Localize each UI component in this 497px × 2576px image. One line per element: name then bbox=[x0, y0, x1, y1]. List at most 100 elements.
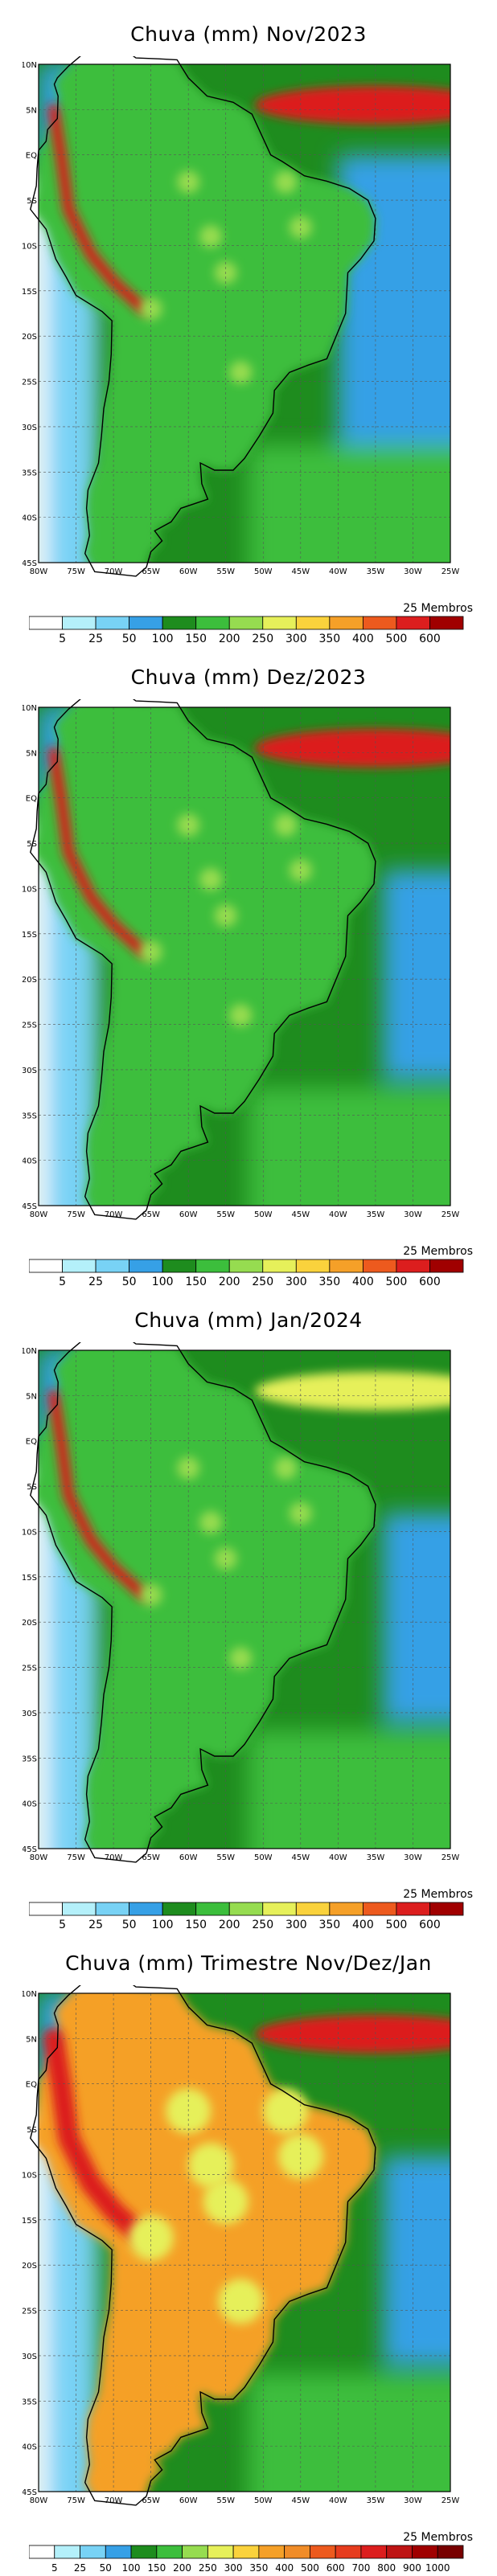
wet-spot bbox=[263, 2088, 309, 2134]
colorbar-label: 250 bbox=[252, 1276, 273, 1288]
andes-rain bbox=[47, 1390, 150, 1601]
lon-tick-label: 55W bbox=[216, 1210, 235, 1219]
map-title: Chuva (mm) Trimestre Nov/Dez/Jan bbox=[65, 1951, 432, 1975]
lon-tick-label: 25W bbox=[442, 1210, 460, 1219]
colorbar-swatch bbox=[295, 1259, 331, 1273]
lon-tick-label: 45W bbox=[292, 2496, 310, 2505]
colorbar-label: 150 bbox=[185, 1919, 207, 1931]
colorbar-label: 200 bbox=[219, 1919, 240, 1931]
colorbar-swatch bbox=[105, 2545, 132, 2559]
wet-spot bbox=[139, 297, 162, 321]
lon-tick-label: 25W bbox=[442, 2496, 460, 2505]
lon-tick-label: 50W bbox=[254, 1853, 273, 1862]
lat-tick-label: 5S bbox=[27, 1483, 37, 1492]
lon-tick-label: 35W bbox=[367, 1210, 385, 1219]
colorbar-label: 150 bbox=[185, 1276, 207, 1288]
lon-tick-label: 30W bbox=[404, 567, 422, 576]
map-frame bbox=[38, 1349, 451, 1849]
lat-tick-label: 10S bbox=[23, 242, 37, 251]
colorbar-label: 25 bbox=[88, 1919, 103, 1931]
lat-tick-label: 20S bbox=[23, 976, 37, 985]
lat-tick-label: EQ bbox=[26, 152, 37, 161]
lon-tick-label: 65W bbox=[142, 567, 160, 576]
lon-tick-label: 55W bbox=[216, 1853, 235, 1862]
colorbar-swatch bbox=[386, 2545, 413, 2559]
colorbar-label: 600 bbox=[327, 2562, 345, 2574]
itcz-band bbox=[254, 1371, 450, 1411]
colorbar-label: 300 bbox=[224, 2562, 243, 2574]
rain-field bbox=[39, 64, 450, 563]
lat-tick-label: 35S bbox=[23, 1755, 37, 1763]
colorbar-swatch bbox=[335, 2545, 362, 2559]
colorbar-swatch bbox=[396, 1902, 430, 1916]
colorbar-swatch bbox=[162, 1259, 197, 1273]
wet-spot bbox=[128, 2215, 174, 2261]
coastline bbox=[30, 1342, 376, 1863]
colorbar-swatch bbox=[362, 1259, 397, 1273]
colorbar-swatch bbox=[29, 616, 63, 630]
lat-tick-label: 10S bbox=[23, 1528, 37, 1537]
lat-tick-label: 15S bbox=[23, 2217, 37, 2226]
lon-tick-label: 55W bbox=[216, 2496, 235, 2505]
colorbar-swatch bbox=[310, 2545, 336, 2559]
colorbar-swatch bbox=[95, 616, 130, 630]
colorbar: 5 25 50 100 150 200 250 300 350 400 500 600 bbox=[29, 1902, 464, 1931]
lon-tick-label: 30W bbox=[404, 1853, 422, 1862]
lat-tick-label: 25S bbox=[23, 1665, 37, 1673]
colorbar-label: 350 bbox=[249, 2562, 268, 2574]
members-label: 25 Membros bbox=[403, 2531, 473, 2544]
wet-spot bbox=[139, 940, 162, 964]
colorbar-swatch bbox=[396, 616, 430, 630]
colorbar-swatch bbox=[295, 616, 331, 630]
colorbar-swatch bbox=[295, 1902, 331, 1916]
lon-tick-label: 40W bbox=[329, 1853, 347, 1862]
lon-tick-label: 55W bbox=[216, 567, 235, 576]
wet-spot bbox=[218, 2279, 264, 2324]
rain-field bbox=[39, 707, 450, 1206]
wet-spot bbox=[274, 813, 298, 837]
lat-tick-label: 10N bbox=[23, 1990, 37, 1999]
lat-tick-label: 35S bbox=[23, 469, 37, 477]
colorbar-label: 50 bbox=[122, 1919, 137, 1931]
andes-rain bbox=[43, 2028, 154, 2249]
colorbar-swatch bbox=[156, 2545, 183, 2559]
lat-tick-label: 20S bbox=[23, 1619, 37, 1628]
lon-tick-label: 25W bbox=[442, 567, 460, 576]
lat-tick-label: 10N bbox=[23, 1347, 37, 1356]
colorbar-label: 400 bbox=[352, 633, 374, 645]
lat-tick-label: 10N bbox=[23, 61, 37, 70]
colorbar-swatch bbox=[195, 616, 230, 630]
colorbar-swatch bbox=[437, 2545, 464, 2559]
colorbar-label: 5 bbox=[59, 1919, 66, 1931]
wet-spot bbox=[229, 361, 253, 384]
lon-tick-label: 50W bbox=[254, 2496, 273, 2505]
colorbar-label: 400 bbox=[352, 1919, 374, 1931]
lat-tick-label: 40S bbox=[23, 514, 37, 523]
lat-tick-label: 5S bbox=[27, 2126, 37, 2135]
colorbar-label: 50 bbox=[122, 633, 137, 645]
colorbar-label: 5 bbox=[51, 2562, 58, 2574]
colorbar-swatch bbox=[429, 1259, 464, 1273]
lat-tick-label: 5N bbox=[26, 106, 37, 115]
lon-tick-label: 30W bbox=[404, 1210, 422, 1219]
colorbar-swatch bbox=[182, 2545, 208, 2559]
lat-tick-label: 5S bbox=[27, 840, 37, 849]
lat-tick-label: 25S bbox=[23, 1022, 37, 1030]
lon-tick-label: 80W bbox=[30, 567, 48, 576]
colorbar-swatch bbox=[162, 1902, 197, 1916]
itcz-band bbox=[254, 85, 450, 125]
colorbar-swatch bbox=[130, 2545, 158, 2559]
lat-tick-label: 10S bbox=[23, 885, 37, 894]
colorbar-swatch bbox=[228, 616, 264, 630]
colorbar-label: 500 bbox=[386, 633, 408, 645]
lon-tick-label: 30W bbox=[404, 2496, 422, 2505]
lon-tick-label: 70W bbox=[105, 1210, 123, 1219]
colorbar-label: 250 bbox=[252, 1919, 273, 1931]
colorbar-label: 150 bbox=[185, 633, 207, 645]
lon-tick-label: 60W bbox=[179, 567, 198, 576]
colorbar-label: 600 bbox=[419, 1276, 441, 1288]
colorbar-label: 1000 bbox=[425, 2562, 450, 2574]
panel-nov-2023: Chuva (mm) Nov/2023 10N 5N EQ 5S 10S 15S 20S 25… bbox=[0, 0, 497, 645]
lon-tick-label: 40W bbox=[329, 2496, 347, 2505]
colorbar-label: 5 bbox=[59, 633, 66, 645]
